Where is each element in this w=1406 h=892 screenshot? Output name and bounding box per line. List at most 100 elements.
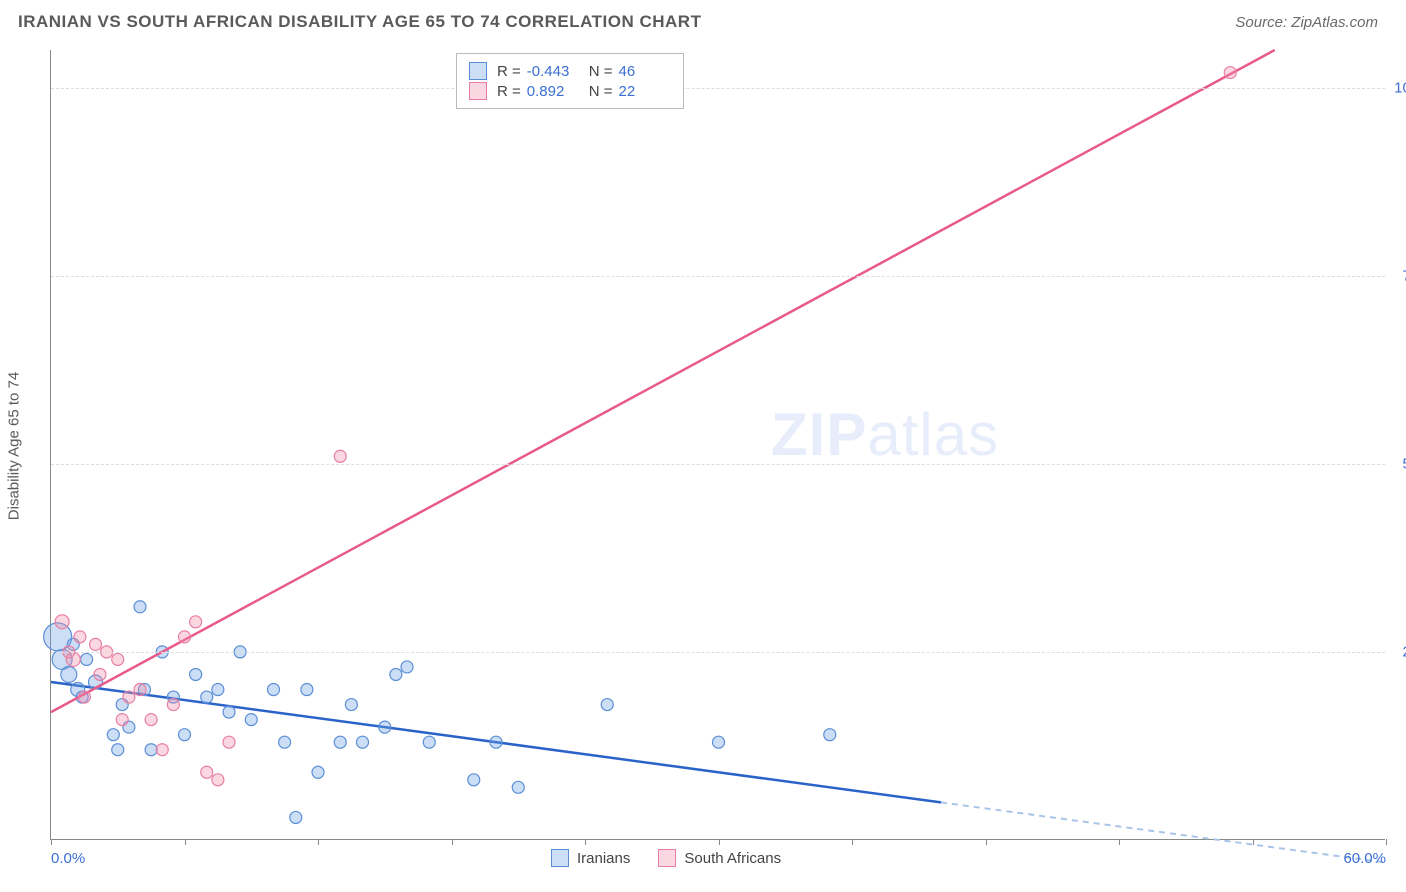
data-point bbox=[212, 684, 224, 696]
x-tick bbox=[719, 839, 720, 845]
y-tick-label: 50.0% bbox=[1390, 455, 1406, 472]
x-tick bbox=[1386, 839, 1387, 845]
data-point bbox=[601, 699, 613, 711]
data-point bbox=[334, 736, 346, 748]
legend-series-name: Iranians bbox=[577, 850, 630, 867]
x-tick bbox=[986, 839, 987, 845]
x-tick-label: 60.0% bbox=[1343, 850, 1386, 867]
data-point bbox=[301, 684, 313, 696]
data-point bbox=[824, 729, 836, 741]
data-point bbox=[268, 684, 280, 696]
trend-line-extrapolated bbox=[941, 802, 1386, 862]
data-point bbox=[112, 653, 124, 665]
data-point bbox=[190, 668, 202, 680]
data-point bbox=[212, 774, 224, 786]
data-point bbox=[290, 811, 302, 823]
data-point bbox=[512, 781, 524, 793]
legend-swatch bbox=[469, 82, 487, 100]
gridline-h bbox=[51, 88, 1385, 89]
data-point bbox=[55, 615, 69, 629]
legend-row: R = -0.443 N = 46 bbox=[469, 62, 671, 80]
data-point bbox=[61, 666, 77, 682]
legend-item: Iranians bbox=[551, 849, 630, 867]
data-point bbox=[134, 601, 146, 613]
legend-swatch bbox=[469, 62, 487, 80]
chart-title: IRANIAN VS SOUTH AFRICAN DISABILITY AGE … bbox=[18, 12, 701, 32]
y-tick-label: 25.0% bbox=[1390, 643, 1406, 660]
legend-row: R = 0.892 N = 22 bbox=[469, 82, 671, 100]
data-point bbox=[401, 661, 413, 673]
legend-r-value: -0.443 bbox=[527, 63, 579, 80]
data-point bbox=[81, 653, 93, 665]
data-point bbox=[123, 691, 135, 703]
data-point bbox=[468, 774, 480, 786]
x-tick bbox=[452, 839, 453, 845]
data-point bbox=[78, 691, 90, 703]
data-point bbox=[423, 736, 435, 748]
data-point bbox=[94, 668, 106, 680]
chart-plot-area: 25.0%50.0%75.0%100.0%0.0%60.0%ZIPatlasR … bbox=[50, 50, 1385, 840]
data-point bbox=[156, 744, 168, 756]
trend-line bbox=[51, 50, 1275, 712]
data-point bbox=[201, 766, 213, 778]
source-name: ZipAtlas.com bbox=[1291, 14, 1378, 31]
y-tick-label: 100.0% bbox=[1390, 79, 1406, 96]
x-tick bbox=[51, 839, 52, 845]
data-point bbox=[223, 706, 235, 718]
data-point bbox=[167, 699, 179, 711]
data-point bbox=[223, 736, 235, 748]
x-tick bbox=[185, 839, 186, 845]
x-tick bbox=[852, 839, 853, 845]
data-point bbox=[713, 736, 725, 748]
legend-n-value: 46 bbox=[619, 63, 671, 80]
x-tick-label: 0.0% bbox=[51, 850, 85, 867]
data-point bbox=[116, 714, 128, 726]
data-point bbox=[379, 721, 391, 733]
x-tick bbox=[318, 839, 319, 845]
scatter-plot-svg bbox=[51, 50, 1386, 840]
y-axis-label: Disability Age 65 to 74 bbox=[6, 372, 23, 520]
series-legend: Iranians South Africans bbox=[551, 849, 781, 867]
data-point bbox=[112, 744, 124, 756]
data-point bbox=[179, 729, 191, 741]
data-point bbox=[345, 699, 357, 711]
data-point bbox=[334, 450, 346, 462]
legend-n-value: 22 bbox=[619, 83, 671, 100]
source-prefix: Source: bbox=[1235, 14, 1291, 31]
data-point bbox=[490, 736, 502, 748]
data-point bbox=[74, 631, 86, 643]
legend-r-label: R = bbox=[497, 63, 521, 80]
source-attribution: Source: ZipAtlas.com bbox=[1235, 14, 1378, 31]
legend-r-label: R = bbox=[497, 83, 521, 100]
gridline-h bbox=[51, 276, 1385, 277]
data-point bbox=[1224, 67, 1236, 79]
data-point bbox=[107, 729, 119, 741]
x-tick bbox=[585, 839, 586, 845]
data-point bbox=[390, 668, 402, 680]
data-point bbox=[90, 638, 102, 650]
data-point bbox=[66, 652, 80, 666]
y-tick-label: 75.0% bbox=[1390, 267, 1406, 284]
legend-item: South Africans bbox=[658, 849, 781, 867]
data-point bbox=[145, 714, 157, 726]
data-point bbox=[201, 691, 213, 703]
legend-swatch bbox=[551, 849, 569, 867]
gridline-h bbox=[51, 652, 1385, 653]
data-point bbox=[312, 766, 324, 778]
x-tick bbox=[1253, 839, 1254, 845]
x-tick bbox=[1119, 839, 1120, 845]
data-point bbox=[134, 684, 146, 696]
legend-n-label: N = bbox=[589, 83, 613, 100]
data-point bbox=[279, 736, 291, 748]
gridline-h bbox=[51, 464, 1385, 465]
legend-r-value: 0.892 bbox=[527, 83, 579, 100]
correlation-legend: R = -0.443 N = 46 R = 0.892 N = 22 bbox=[456, 53, 684, 109]
data-point bbox=[357, 736, 369, 748]
data-point bbox=[245, 714, 257, 726]
data-point bbox=[179, 631, 191, 643]
legend-series-name: South Africans bbox=[684, 850, 781, 867]
legend-n-label: N = bbox=[589, 63, 613, 80]
legend-swatch bbox=[658, 849, 676, 867]
data-point bbox=[190, 616, 202, 628]
data-point bbox=[145, 744, 157, 756]
